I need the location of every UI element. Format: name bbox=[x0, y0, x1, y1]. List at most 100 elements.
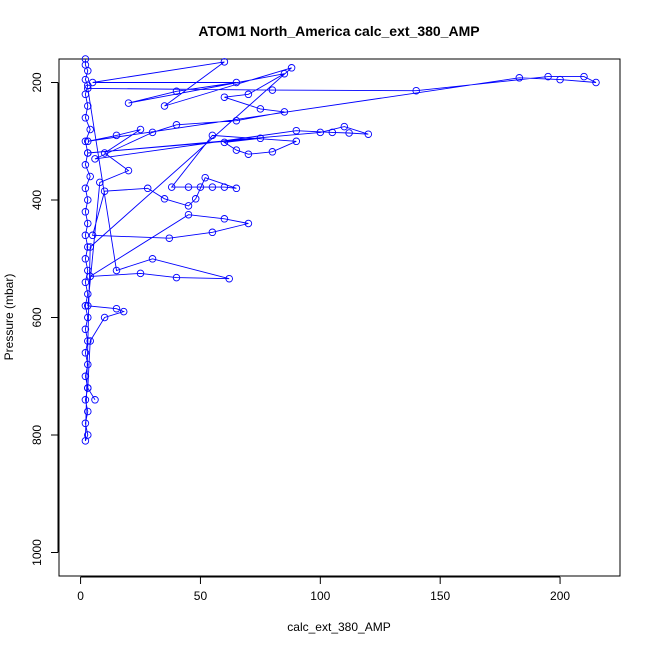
data-point bbox=[81, 208, 90, 216]
y-tick-label: 400 bbox=[30, 190, 44, 210]
data-point bbox=[208, 131, 217, 140]
chart-title: ATOM1 North_America calc_ext_380_AMP bbox=[198, 23, 479, 39]
data-point bbox=[556, 75, 564, 84]
data-point bbox=[220, 58, 229, 66]
data-point bbox=[167, 183, 176, 191]
data-point bbox=[84, 219, 92, 228]
data-point bbox=[88, 231, 97, 240]
data-point bbox=[340, 122, 349, 131]
data-point bbox=[81, 302, 90, 310]
data-point bbox=[86, 125, 94, 134]
data-point bbox=[184, 210, 193, 219]
data-point bbox=[88, 78, 97, 87]
data-point bbox=[100, 187, 109, 195]
y-axis-label: Pressure (mbar) bbox=[2, 274, 16, 361]
data-point bbox=[165, 234, 174, 242]
data-point bbox=[268, 86, 277, 94]
data-point bbox=[287, 64, 296, 72]
data-point bbox=[91, 396, 99, 404]
y-axis: 200 400 600 800 1000 bbox=[30, 72, 59, 566]
data-point bbox=[81, 137, 90, 146]
data-point bbox=[191, 195, 200, 203]
data-point bbox=[112, 131, 121, 140]
data-point bbox=[160, 102, 169, 110]
data-point bbox=[220, 138, 229, 147]
data-point bbox=[84, 360, 92, 369]
data-point bbox=[119, 307, 128, 316]
data-point bbox=[172, 87, 181, 96]
y-tick-label: 800 bbox=[30, 425, 44, 445]
data-point bbox=[81, 55, 90, 63]
y-tick-label: 200 bbox=[30, 72, 44, 92]
data-point bbox=[364, 130, 373, 138]
data-point bbox=[81, 231, 90, 240]
x-axis: 0 50 100 150 200 bbox=[77, 576, 570, 603]
data-point bbox=[84, 137, 92, 146]
data-point bbox=[580, 72, 588, 81]
data-point bbox=[232, 78, 241, 87]
x-tick-label: 200 bbox=[550, 589, 570, 603]
data-point bbox=[232, 184, 241, 193]
data-point bbox=[81, 114, 90, 122]
data-point bbox=[412, 86, 420, 95]
data-point bbox=[160, 195, 169, 203]
data-point bbox=[220, 93, 229, 101]
data-point bbox=[328, 128, 337, 137]
data-point bbox=[316, 128, 325, 137]
data-point bbox=[86, 172, 94, 181]
data-point bbox=[84, 337, 92, 345]
plot-frame bbox=[58, 58, 621, 577]
data-point bbox=[592, 78, 600, 87]
series-layer bbox=[81, 55, 600, 445]
y-tick-label: 1000 bbox=[30, 539, 44, 566]
series-line bbox=[84, 59, 597, 442]
data-point bbox=[84, 313, 92, 322]
data-point bbox=[244, 150, 253, 158]
data-point bbox=[544, 72, 552, 81]
data-point bbox=[84, 84, 92, 93]
data-point bbox=[81, 372, 90, 381]
data-point bbox=[280, 69, 289, 78]
data-point bbox=[124, 166, 133, 175]
data-point bbox=[81, 437, 90, 445]
x-axis-label: calc_ext_380_AMP bbox=[287, 620, 390, 634]
data-point bbox=[232, 146, 241, 154]
data-point bbox=[112, 266, 121, 275]
data-point bbox=[515, 74, 524, 82]
data-point bbox=[84, 302, 92, 310]
data-point bbox=[280, 108, 289, 116]
x-tick-label: 100 bbox=[310, 589, 330, 603]
data-point bbox=[184, 202, 193, 210]
data-point bbox=[84, 149, 92, 157]
data-point bbox=[86, 337, 94, 345]
data-point bbox=[112, 304, 121, 313]
data-point bbox=[268, 148, 277, 156]
data-point bbox=[172, 273, 181, 282]
data-point bbox=[292, 126, 301, 135]
data-point bbox=[84, 67, 92, 75]
data-point bbox=[81, 325, 90, 334]
data-point bbox=[244, 90, 253, 99]
data-point bbox=[244, 219, 253, 228]
y-tick-label: 600 bbox=[30, 307, 44, 327]
data-point bbox=[81, 278, 90, 287]
data-point bbox=[81, 349, 90, 357]
data-point bbox=[148, 255, 157, 263]
data-point bbox=[84, 407, 92, 416]
x-tick-label: 50 bbox=[194, 589, 208, 603]
data-point bbox=[81, 161, 90, 169]
data-point bbox=[100, 313, 109, 322]
data-point bbox=[148, 128, 157, 137]
data-point bbox=[81, 184, 90, 193]
data-point bbox=[84, 196, 92, 204]
data-point bbox=[232, 116, 241, 125]
data-point bbox=[136, 125, 145, 134]
data-point bbox=[86, 272, 94, 281]
data-point bbox=[100, 149, 109, 157]
data-point bbox=[124, 99, 133, 107]
data-point bbox=[220, 215, 229, 223]
data-point bbox=[143, 184, 152, 193]
data-point bbox=[81, 255, 90, 263]
data-point bbox=[96, 178, 104, 187]
